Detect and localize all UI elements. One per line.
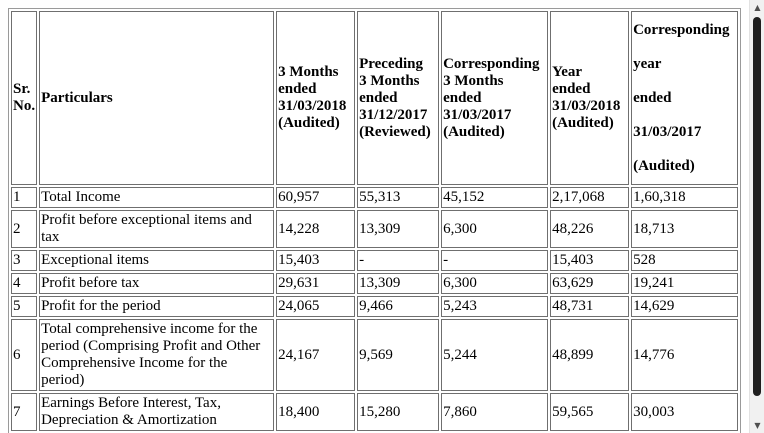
cell-value: 24,065 — [276, 296, 356, 317]
header-line: year — [633, 56, 662, 72]
table-row: 1 Total Income 60,957 55,313 45,152 2,17,068 1… — [11, 187, 739, 208]
header-year-ended: Year ended 31/03/2018 (Audited) — [550, 11, 630, 185]
cell-value: 24,167 — [276, 319, 356, 391]
cell-sr-no: 6 — [11, 319, 38, 391]
scroll-up-arrow-icon[interactable]: ▲ — [754, 3, 761, 12]
header-preceding-3-months: Preceding 3 Months ended 31/12/2017 (Rev… — [357, 11, 440, 185]
table-row: 6 Total comprehensive income for the peri… — [11, 319, 739, 391]
cell-value: 6,300 — [441, 210, 549, 248]
scrollbar-thumb[interactable] — [753, 17, 761, 396]
cell-value: 2,17,068 — [550, 187, 630, 208]
table-row: 3 Exceptional items 15,403- -15,403 528 — [11, 250, 739, 271]
cell-value: 14,228 — [276, 210, 356, 248]
cell-particulars: Profit before exceptional items and tax — [39, 210, 275, 248]
cell-value: 14,629 — [631, 296, 739, 317]
header-line: 31/03/2017 — [443, 106, 512, 123]
cell-value: 9,569 — [357, 319, 440, 391]
cell-value: 60,957 — [276, 187, 356, 208]
cell-value: 48,226 — [550, 210, 630, 248]
cell-sr-no: 3 — [11, 250, 38, 271]
cell-particulars: Profit before tax — [39, 273, 275, 294]
cell-value: 1,60,318 — [631, 187, 739, 208]
header-line: (Audited) — [443, 123, 505, 140]
cell-particulars: Exceptional items — [39, 250, 275, 271]
table-row: 7 Earnings Before Interest, Tax, Deprecia… — [11, 393, 739, 431]
cell-value: - — [441, 250, 549, 271]
cell-value: 13,309 — [357, 273, 440, 294]
cell-value: 6,300 — [441, 273, 549, 294]
header-corresponding-year: Corresponding year ended 31/03/2017 (Aud… — [631, 11, 739, 185]
header-line: (Reviewed) — [359, 123, 431, 140]
cell-value: 30,003 — [631, 393, 739, 431]
header-line: ended — [443, 89, 482, 106]
table-row: 2 Profit before exceptional items and tax… — [11, 210, 739, 248]
header-line: (Audited) — [633, 158, 695, 174]
cell-value: 59,565 — [550, 393, 630, 431]
header-line: ended — [278, 81, 317, 97]
cell-value: 528 — [631, 250, 739, 271]
header-line: Corresponding — [443, 55, 540, 72]
cell-value: 7,860 — [441, 393, 549, 431]
cell-particulars: Profit for the period — [39, 296, 275, 317]
cell-value: 63,629 — [550, 273, 630, 294]
header-line: 3 Months — [443, 72, 504, 89]
cell-value: 5,244 — [441, 319, 549, 391]
header-corresponding-3-months: Corresponding 3 Months ended 31/03/2017 … — [441, 11, 549, 185]
header-line: 31/12/2017 — [359, 106, 428, 123]
cell-value: 15,403 — [550, 250, 630, 271]
header-3-months-ended: 3 Months ended 31/03/2018 (Audited) — [276, 11, 356, 185]
table-header-row: Sr. No. Particulars 3 Months ended 31/03… — [11, 11, 739, 185]
cell-value: 13,309 — [357, 210, 440, 248]
header-line: 31/03/2018 — [278, 98, 347, 114]
header-line: 3 Months — [278, 64, 339, 80]
cell-value: 15,280 — [357, 393, 440, 431]
cell-value: 55,313 — [357, 187, 440, 208]
cell-value: 48,731 — [550, 296, 630, 317]
cell-sr-no: 1 — [11, 187, 38, 208]
vertical-scrollbar[interactable]: ▲ ▼ — [749, 0, 764, 433]
header-line: ended — [633, 90, 672, 106]
header-sr-line: Sr. — [13, 81, 31, 97]
header-sr-no: Sr. No. — [11, 11, 38, 185]
cell-value: - — [357, 250, 440, 271]
cell-particulars: Total comprehensive income for the perio… — [39, 319, 275, 391]
cell-particulars: Total Income — [39, 187, 275, 208]
header-line: (Audited) — [552, 115, 614, 131]
financial-results-table: Sr. No. Particulars 3 Months ended 31/03… — [8, 8, 742, 433]
header-line: 31/03/2017 — [633, 124, 702, 140]
header-line: Year — [552, 64, 583, 80]
table-body: 1 Total Income 60,957 55,313 45,152 2,17,068 1… — [11, 187, 739, 431]
header-line: (Audited) — [278, 115, 340, 131]
header-line: Preceding — [359, 55, 423, 72]
cell-sr-no: 7 — [11, 393, 38, 431]
cell-value: 5,243 — [441, 296, 549, 317]
header-line: ended — [552, 81, 591, 97]
cell-value: 29,631 — [276, 273, 356, 294]
cell-value: 9,466 — [357, 296, 440, 317]
cell-sr-no: 4 — [11, 273, 38, 294]
cell-value: 18,400 — [276, 393, 356, 431]
header-line: 31/03/2018 — [552, 98, 621, 114]
table-row: 4 Profit before tax 29,631 13,309 6,300 63,62… — [11, 273, 739, 294]
cell-value: 14,776 — [631, 319, 739, 391]
cell-value: 48,899 — [550, 319, 630, 391]
header-line: Corresponding — [633, 22, 730, 38]
header-line: ended — [359, 89, 398, 106]
cell-value: 18,713 — [631, 210, 739, 248]
cell-particulars: Earnings Before Interest, Tax, Depreciat… — [39, 393, 275, 431]
cell-value: 45,152 — [441, 187, 549, 208]
header-sr-line: No. — [13, 98, 36, 114]
table-row: 5 Profit for the period 24,065 9,466 5,243 48… — [11, 296, 739, 317]
header-particulars: Particulars — [39, 11, 275, 185]
header-line: 3 Months — [359, 72, 420, 89]
scroll-down-arrow-icon[interactable]: ▼ — [754, 421, 761, 430]
cell-value: 15,403 — [276, 250, 356, 271]
cell-sr-no: 2 — [11, 210, 38, 248]
cell-sr-no: 5 — [11, 296, 38, 317]
cell-value: 19,241 — [631, 273, 739, 294]
